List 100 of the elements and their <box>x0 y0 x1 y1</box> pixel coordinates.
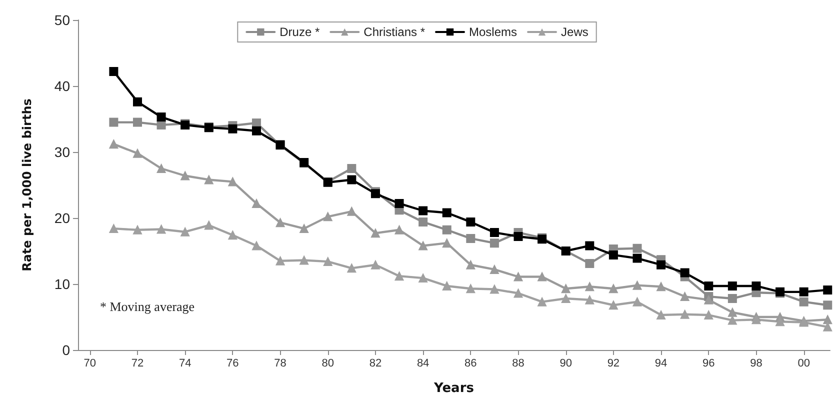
x-tick-label: 82 <box>369 358 382 370</box>
point <box>109 66 118 76</box>
x-tick-label: 92 <box>607 358 620 370</box>
point <box>799 287 808 296</box>
point <box>799 297 808 306</box>
y-tick-label: 10 <box>54 276 70 292</box>
point <box>442 281 452 290</box>
point <box>585 259 594 268</box>
y-tick-label: 30 <box>54 144 70 160</box>
point <box>394 272 404 281</box>
point <box>204 175 214 184</box>
point <box>490 238 499 248</box>
point <box>132 97 142 106</box>
annotation: * Moving average <box>100 299 195 314</box>
point <box>752 315 761 324</box>
x-tick-label: 96 <box>702 358 715 370</box>
x-tick-label: 72 <box>131 358 144 370</box>
x-tick-label: 88 <box>512 358 524 370</box>
point <box>823 315 832 324</box>
point <box>180 171 190 180</box>
point <box>752 281 761 290</box>
point <box>561 294 570 304</box>
point <box>300 224 309 234</box>
y-tick-label: 40 <box>54 78 70 94</box>
x-tick-label: 98 <box>750 358 762 370</box>
point <box>228 124 238 134</box>
point <box>466 217 476 226</box>
legend-label: Druze * <box>280 25 320 39</box>
point <box>252 241 261 250</box>
point <box>180 227 190 236</box>
point <box>608 284 618 294</box>
point <box>466 260 476 270</box>
point <box>276 218 285 228</box>
point <box>109 118 118 127</box>
point <box>228 177 238 186</box>
point <box>370 228 380 238</box>
x-tick-label: 74 <box>178 358 192 370</box>
legend-label: Moslems <box>469 25 518 39</box>
x-tick-label: 76 <box>226 358 239 370</box>
point <box>347 206 356 216</box>
point <box>728 308 737 317</box>
point <box>418 206 428 216</box>
point <box>276 256 285 266</box>
point <box>252 198 261 208</box>
x-tick-label: 78 <box>274 358 286 370</box>
x-tick-label: 84 <box>416 358 430 370</box>
point <box>704 295 714 304</box>
point <box>442 225 452 234</box>
point <box>823 322 832 332</box>
point <box>704 281 714 290</box>
point <box>514 272 523 282</box>
point <box>728 316 737 325</box>
point <box>656 282 666 292</box>
point <box>538 297 547 306</box>
point <box>680 268 690 278</box>
point <box>347 164 356 173</box>
point <box>514 232 523 241</box>
point <box>418 217 428 226</box>
point <box>370 260 380 270</box>
point <box>347 175 356 184</box>
point <box>132 225 142 234</box>
point <box>156 164 166 173</box>
point <box>252 126 261 136</box>
x-tick-label: 70 <box>84 358 96 370</box>
point <box>514 288 523 298</box>
point <box>132 118 142 127</box>
legend-label: Christians * <box>364 25 426 39</box>
point <box>585 295 594 304</box>
point <box>776 317 785 326</box>
point <box>156 120 166 130</box>
point <box>608 250 618 260</box>
legend-label: Jews <box>561 25 588 39</box>
point <box>442 238 452 248</box>
y-tick-label: 0 <box>62 342 70 358</box>
point <box>538 272 547 282</box>
point <box>728 294 737 304</box>
point <box>442 208 452 218</box>
point <box>300 256 309 265</box>
point <box>728 281 737 290</box>
x-tick-label: 94 <box>654 358 668 370</box>
point <box>561 284 570 294</box>
point <box>490 264 499 274</box>
point <box>680 292 690 302</box>
y-tick-label: 20 <box>54 210 70 226</box>
point <box>394 225 404 234</box>
point <box>323 257 332 266</box>
point <box>347 264 356 273</box>
x-tick-label: 80 <box>322 358 334 370</box>
point <box>490 228 499 238</box>
point <box>204 220 214 230</box>
x-tick-label: 86 <box>464 358 477 370</box>
point <box>228 230 238 240</box>
point <box>466 234 476 243</box>
point <box>680 310 690 319</box>
point <box>823 300 832 310</box>
point <box>608 300 618 310</box>
point <box>632 244 642 253</box>
point <box>132 148 142 158</box>
x-axis-title: Years <box>433 381 474 396</box>
point <box>418 274 428 283</box>
